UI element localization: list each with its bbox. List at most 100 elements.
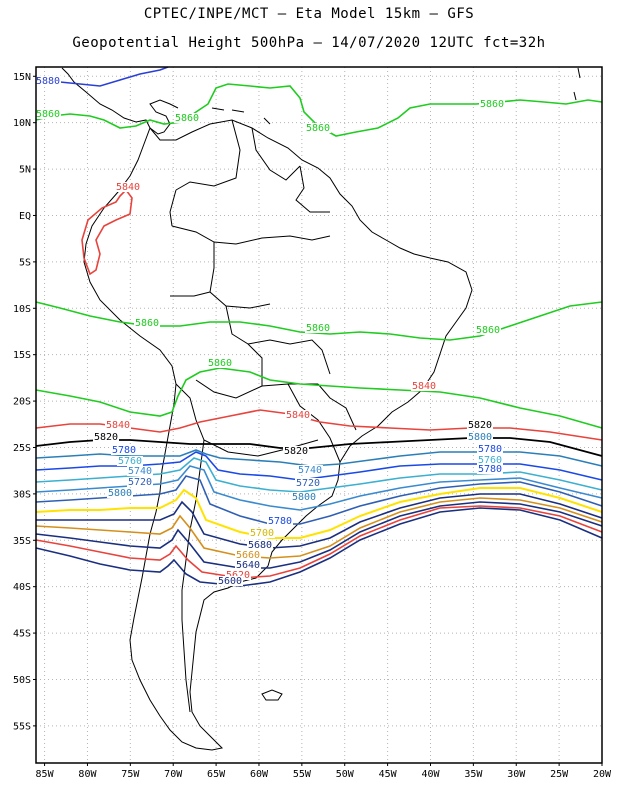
latitude-labels: 15N 10N 5N EQ 5S 10S 15S 20S 25S 30S 35S 40S 45S 50S 5… <box>13 72 36 732</box>
contour-label: 5860 <box>476 325 500 336</box>
contour-label-bg <box>295 478 321 488</box>
longitude-label: 30W <box>507 769 526 780</box>
contour-label: 5820 <box>284 446 308 457</box>
chart-title: CPTEC/INPE/MCT – Eta Model 15km – GFS <box>143 6 475 22</box>
contour-5840-closed <box>81 188 133 276</box>
contour-label-bg <box>467 432 493 442</box>
latitude-label: 25S <box>13 443 31 454</box>
contour-label: 5660 <box>236 550 260 561</box>
contour-5860-south <box>35 367 603 429</box>
contour-label-bg <box>467 420 493 430</box>
contour-label: 5860 <box>135 318 159 329</box>
longitude-label: 75W <box>121 769 140 780</box>
contour-label-bg <box>249 528 275 538</box>
longitude-label: 35W <box>464 769 483 780</box>
contour-label: 5840 <box>286 410 310 421</box>
contour-label-bg <box>35 109 61 119</box>
contour-label: 5840 <box>412 381 436 392</box>
contour-label-bg <box>217 576 243 586</box>
contour-label-bg <box>477 455 503 465</box>
contour-label: 5620 <box>226 570 250 581</box>
contour-label-bg <box>475 325 501 335</box>
contour-label-bg <box>235 560 261 570</box>
contour-label: 5860 <box>306 323 330 334</box>
falkland-islands <box>261 689 283 701</box>
contour-label: 5860 <box>175 113 199 124</box>
contour-label: 5860 <box>36 109 60 120</box>
contour-label-bg <box>127 466 153 476</box>
south-america-coast <box>83 119 473 751</box>
contour-label-bg <box>267 516 293 526</box>
contour-label-bg <box>305 323 331 333</box>
contour-label: 5820 <box>468 420 492 431</box>
longitude-label: 65W <box>207 769 226 780</box>
contour-label-bg <box>115 182 141 192</box>
contour-5720 <box>35 475 603 525</box>
latitude-label: 30S <box>13 489 31 500</box>
contour-label: 5760 <box>118 456 142 467</box>
contour-5640 <box>35 501 603 569</box>
contour-label-bg <box>111 445 137 455</box>
contour-label: 5640 <box>236 560 260 571</box>
contour-label-bg <box>477 464 503 474</box>
contour-label: 5740 <box>128 466 152 477</box>
contour-label-bg <box>479 99 505 109</box>
contour-label-bg <box>283 446 309 456</box>
contour-5600 <box>35 507 603 587</box>
map-frame <box>35 66 603 764</box>
contour-label: 5840 <box>106 420 130 431</box>
contour-label: 5700 <box>250 528 274 539</box>
chart-subtitle: Geopotential Height 500hPa – 14/07/2020 … <box>72 35 546 51</box>
coastlines <box>61 67 581 751</box>
contour-label-bg <box>247 540 273 550</box>
contour-label: 5720 <box>128 477 152 488</box>
latitude-label: 35S <box>13 536 31 547</box>
latitude-label: 10S <box>13 304 31 315</box>
longitude-label: 80W <box>78 769 97 780</box>
country-borders <box>169 119 357 713</box>
longitude-label: 25W <box>550 769 569 780</box>
contour-label: 5780 <box>112 445 136 456</box>
latitude-label: 55S <box>13 721 31 732</box>
contour-label-bg <box>285 410 311 420</box>
contour-label-bg <box>134 318 160 328</box>
longitude-label: 85W <box>36 769 55 780</box>
contour-labels: 5880 5860 5860 5860 5860 5840 5860 5860 5860 5860… <box>35 76 505 587</box>
contour-label-bg <box>235 550 261 560</box>
contour-label: 5880 <box>36 76 60 87</box>
contour-label: 5820 <box>94 432 118 443</box>
longitude-label: 40W <box>421 769 440 780</box>
contour-label-bg <box>477 444 503 454</box>
longitude-label: 55W <box>293 769 312 780</box>
contour-label: 5860 <box>208 358 232 369</box>
contour-label-bg <box>291 492 317 502</box>
contour-label: 5780 <box>268 516 292 527</box>
contour-5880 <box>35 66 169 87</box>
contour-label: 5600 <box>218 576 242 587</box>
contour-label-bg <box>297 465 323 475</box>
latitude-label: 15S <box>13 350 31 361</box>
contour-label-bg <box>105 420 131 430</box>
longitude-label: 45W <box>379 769 398 780</box>
contour-label: 5680 <box>248 540 272 551</box>
contour-label: 5800 <box>292 492 316 503</box>
contour-label: 5840 <box>116 182 140 193</box>
longitude-labels: 85W 80W 75W 70W 65W 60W 55W 50W 45W 40W 35W 30W 25W 2… <box>36 763 612 780</box>
contour-label-bg <box>35 76 61 86</box>
contour-label-bg <box>127 477 153 487</box>
contour-label: 5860 <box>480 99 504 110</box>
contour-label: 5740 <box>298 465 322 476</box>
longitude-label: 50W <box>336 769 355 780</box>
contour-label: 5860 <box>306 123 330 134</box>
contour-label-bg <box>305 123 331 133</box>
longitude-label: 60W <box>250 769 269 780</box>
graticule <box>36 67 603 763</box>
contour-label-bg <box>117 456 143 466</box>
latitude-label: 15N <box>13 72 31 83</box>
latitude-label: 5N <box>19 165 31 176</box>
contour-label-bg <box>107 488 133 498</box>
contour-label: 5720 <box>296 478 320 489</box>
contour-label-bg <box>93 432 119 442</box>
contour-5620 <box>35 505 603 579</box>
